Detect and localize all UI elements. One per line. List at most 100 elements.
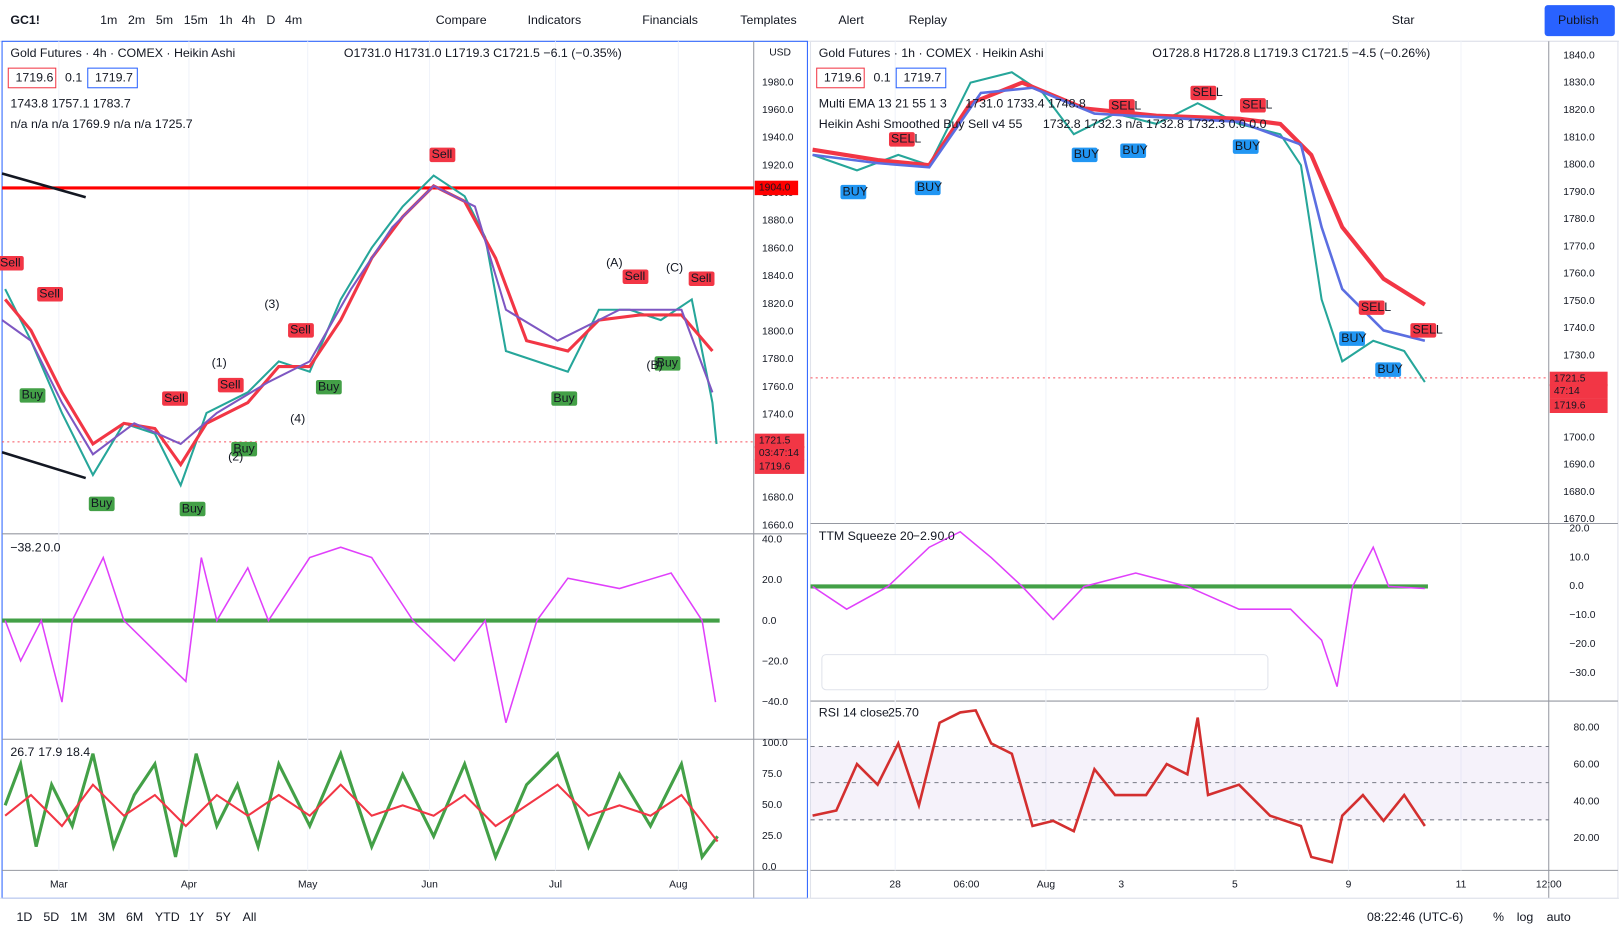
x-tick-label: 06:00 [954, 880, 980, 891]
x-tick-label: Aug [669, 880, 688, 891]
star-button[interactable]: Star [1392, 13, 1415, 27]
signal-label: Buy [318, 379, 340, 393]
bid-label-bg [754, 459, 805, 474]
signal-label: Buy [657, 356, 679, 370]
toolbar-button[interactable]: Compare [436, 13, 487, 27]
interval[interactable]: 1m [100, 13, 117, 27]
x-tick-label: Jul [549, 880, 562, 891]
range-button[interactable]: 5Y [216, 910, 231, 924]
y-tick-label: −20.0 [762, 656, 788, 667]
ohlc: O1731.0 H1731.0 L1719.3 C1721.5 −6.1 (−0… [344, 46, 622, 60]
interval[interactable]: 15m [184, 13, 208, 27]
range-button[interactable]: 1D [17, 910, 33, 924]
signal-bg [914, 180, 941, 196]
signal-label: Sell [290, 323, 311, 337]
osc2-path [4, 783, 719, 843]
osc-value: −2.9 [913, 529, 938, 543]
signal-bg [1240, 98, 1266, 113]
y-tick-label: −20.0 [1569, 639, 1595, 650]
toolbar-button[interactable]: Financials [642, 13, 698, 27]
range-button[interactable]: 6M [126, 910, 143, 924]
y-tick-label: 80.00 [1574, 723, 1600, 734]
bid-label: 1719.6 [1554, 400, 1586, 411]
y-tick-label: 1840.0 [1563, 50, 1595, 61]
signal-bg [288, 323, 314, 338]
signal-label: Sell [691, 271, 712, 285]
signal-bg [1071, 147, 1098, 163]
signal-bg [1108, 99, 1135, 114]
percent-toggle[interactable]: % [1493, 910, 1504, 924]
signal-label: BUY [1341, 331, 1366, 345]
signal-bg [19, 388, 46, 403]
x-tick-label: 5 [1232, 880, 1238, 891]
toolbar-button[interactable]: Replay [909, 13, 948, 27]
signal-bg [1232, 139, 1259, 154]
y-tick-label: 1860.0 [762, 243, 794, 254]
range-button[interactable]: All [243, 910, 257, 924]
interval[interactable]: 2m [128, 13, 145, 27]
bid: 1719.6 [824, 71, 862, 85]
signal-label: Sell [0, 256, 21, 270]
bid-label-bg [1549, 398, 1608, 413]
ask: 1719.7 [95, 71, 133, 85]
y-tick-label: 20.0 [762, 575, 782, 586]
signal-label: Sell [39, 287, 60, 301]
range-button[interactable]: 1Y [189, 910, 204, 924]
y-tick-label: 1670.0 [1563, 514, 1595, 525]
log-toggle[interactable]: log [1517, 910, 1534, 924]
toolbar-button[interactable]: Indicators [528, 13, 582, 27]
range-button[interactable]: 3M [98, 910, 115, 924]
signal-bg [429, 147, 456, 163]
y-tick-label: 1730.0 [1563, 350, 1595, 361]
signal-bg [1410, 323, 1437, 338]
signal-label: SELL [891, 132, 921, 146]
interval[interactable]: D [266, 13, 275, 27]
drawing-toolbar[interactable] [821, 654, 1269, 691]
x-tick-label: 3 [1118, 880, 1124, 891]
y-tick-label: 1800.0 [762, 326, 794, 337]
level-label: 1904.0 [759, 183, 791, 194]
signal-bg [622, 269, 649, 284]
y-tick-label: 10.0 [1569, 552, 1589, 563]
auto-toggle[interactable]: auto [1547, 910, 1571, 924]
range-button[interactable]: YTD [155, 910, 180, 924]
ask-box [87, 67, 138, 89]
interval[interactable]: 5m [156, 13, 173, 27]
interval[interactable]: 4h [242, 13, 256, 27]
range-button[interactable]: 1M [70, 910, 87, 924]
ema-path [1, 184, 714, 456]
countdown: 47:14 [1554, 386, 1580, 397]
signal-label: Buy [553, 391, 575, 405]
signal-bg [551, 391, 578, 406]
y-tick-label: 1830.0 [1563, 78, 1595, 89]
x-tick-label: Jun [421, 880, 438, 891]
y-tick-label: 1810.0 [1563, 132, 1595, 143]
osc-value: 17.9 [38, 745, 62, 759]
separators [2, 41, 1618, 899]
interval[interactable]: 1h [219, 13, 233, 27]
wave-label: (3) [264, 297, 279, 311]
signal-label: BUY [843, 184, 868, 198]
bid-label: 1719.6 [759, 461, 791, 472]
y-tick-label: 1800.0 [1563, 160, 1595, 171]
signal-bg [1120, 143, 1147, 158]
x-tick-label: Mar [50, 880, 68, 891]
y-tick-label: 1960.0 [762, 105, 794, 116]
publish-label[interactable]: Publish [1558, 13, 1599, 27]
y-tick-label: 1680.0 [1563, 487, 1595, 498]
signal-bg [37, 287, 63, 302]
countdown-bg [1549, 384, 1608, 399]
signal-bg [1358, 300, 1385, 315]
grid [58, 41, 1462, 871]
signal-bg [840, 184, 867, 200]
toolbar-button[interactable]: Alert [838, 13, 864, 27]
symbol[interactable]: GC1! [10, 13, 40, 27]
publish-button[interactable] [1544, 5, 1615, 37]
x-tick-label: 28 [889, 880, 901, 891]
toolbar-button[interactable]: Templates [740, 13, 796, 27]
interval[interactable]: 4m [285, 13, 302, 27]
y-tick-label: 0.0 [762, 862, 777, 873]
range-button[interactable]: 5D [43, 910, 59, 924]
